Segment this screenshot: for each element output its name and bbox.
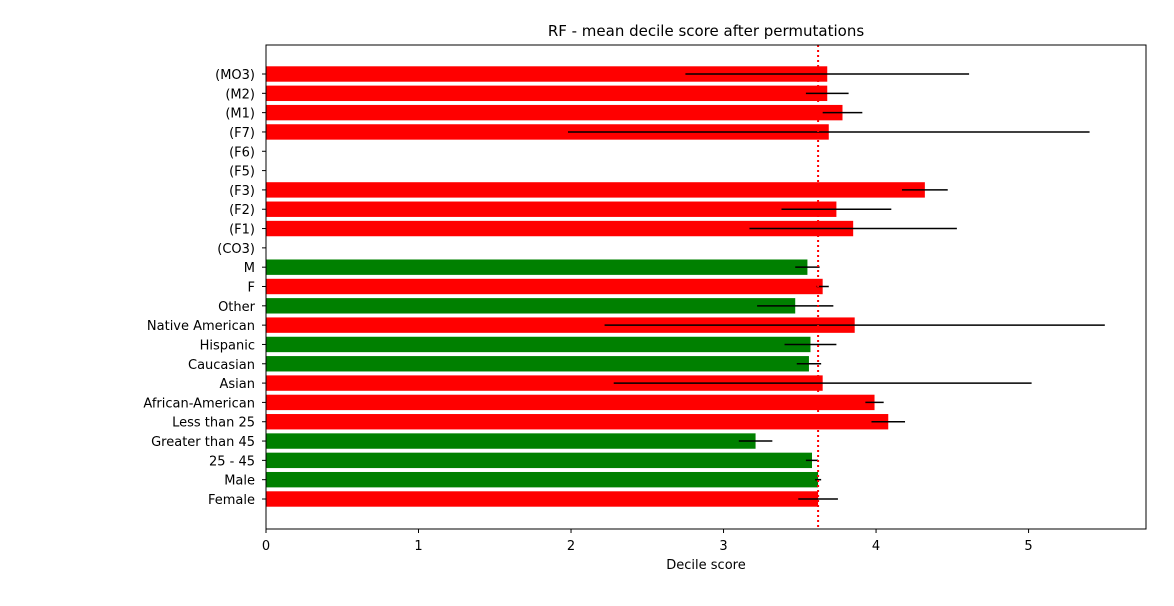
bar	[266, 452, 812, 469]
x-axis: 0 1 2 3 4 5	[262, 529, 1033, 554]
x-tick-label: 4	[872, 539, 880, 554]
x-tick-label: 2	[567, 539, 575, 554]
y-tick-label: (F5)	[229, 165, 255, 180]
bar	[266, 104, 843, 121]
bar	[266, 259, 808, 275]
y-tick-label: F	[248, 281, 255, 296]
y-tick-label: (CO3)	[217, 242, 255, 257]
y-tick-label: Caucasian	[188, 358, 255, 373]
bar	[266, 278, 823, 295]
bar	[266, 336, 811, 353]
y-tick-label: (F7)	[229, 126, 255, 141]
bar	[266, 124, 829, 140]
errorbars-layer	[567, 73, 1105, 500]
y-tick-label: African-American	[143, 396, 255, 411]
y-tick-label: Male	[224, 474, 255, 489]
x-tick-label: 0	[262, 539, 270, 554]
y-tick-label: Hispanic	[200, 338, 255, 353]
bars-layer	[266, 66, 925, 507]
y-axis: (MO3) (M2) (M1) (F7) (F6) (F5) (F3) (F2) (F1) (CO…	[143, 68, 266, 508]
x-axis-label: Decile score	[666, 558, 745, 573]
bar	[266, 356, 809, 372]
bar	[266, 375, 823, 391]
bar	[266, 491, 819, 507]
y-tick-label: Greater than 45	[151, 435, 255, 450]
bar	[266, 85, 828, 102]
y-tick-label: (M2)	[225, 87, 255, 102]
y-tick-label: (F2)	[229, 203, 255, 218]
y-tick-label: (F1)	[229, 223, 255, 238]
bar	[266, 201, 837, 217]
y-tick-label: Other	[218, 300, 256, 315]
bar	[266, 220, 854, 237]
y-tick-label: Native American	[147, 319, 255, 334]
x-tick-label: 1	[414, 539, 422, 554]
bar	[266, 414, 889, 430]
bar	[266, 433, 756, 449]
y-tick-label: 25 - 45	[209, 454, 255, 469]
bar	[266, 182, 925, 198]
y-tick-label: M	[244, 261, 255, 276]
bar	[266, 471, 819, 488]
y-tick-label: (MO3)	[215, 68, 255, 83]
y-tick-label: Female	[208, 493, 255, 508]
y-tick-label: (F6)	[229, 145, 255, 160]
bar	[266, 394, 875, 411]
y-tick-label: (F3)	[229, 184, 255, 199]
bar	[266, 317, 855, 333]
x-tick-label: 3	[719, 539, 727, 554]
chart-title: RF - mean decile score after permutation…	[548, 22, 865, 40]
x-tick-label: 5	[1024, 539, 1032, 554]
y-tick-label: Asian	[220, 377, 255, 392]
y-tick-label: Less than 25	[172, 416, 255, 431]
y-tick-label: (M1)	[225, 107, 255, 122]
bar	[266, 298, 796, 314]
bar	[266, 66, 828, 82]
